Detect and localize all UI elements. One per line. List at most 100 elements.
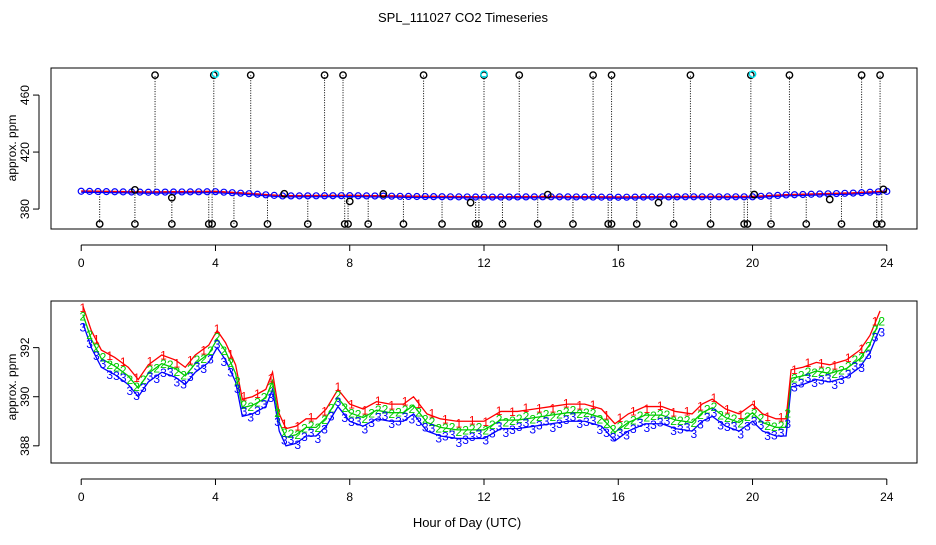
top-data-point xyxy=(555,193,564,201)
bottom-series-3-marker: 3 xyxy=(764,429,771,443)
bottom-series-3-marker: 3 xyxy=(221,355,228,369)
top-spike-point xyxy=(706,220,715,228)
bottom-series-2-marker: 2 xyxy=(147,363,154,377)
bottom-series-2-marker: 2 xyxy=(375,403,382,417)
bottom-series-3-marker: 3 xyxy=(308,426,315,440)
bottom-series-2-marker: 2 xyxy=(496,413,503,427)
bottom-series-2-marker: 2 xyxy=(670,414,677,428)
top-data-point xyxy=(371,192,379,200)
top-data-point xyxy=(320,192,329,200)
bottom-series-3-marker: 3 xyxy=(744,419,751,433)
top-spike-point xyxy=(95,220,104,228)
bottom-series-2-marker: 2 xyxy=(717,408,724,422)
bottom-series-3-marker: 3 xyxy=(872,330,879,344)
bottom-series-2-marker: 2 xyxy=(328,401,335,415)
top-data-point xyxy=(413,192,421,201)
top-data-point xyxy=(799,190,807,199)
bottom-series-2-marker: 2 xyxy=(556,408,563,422)
bottom-series-2-marker: 2 xyxy=(80,310,87,324)
top-spike-point xyxy=(607,71,616,80)
bottom-series-2-marker: 2 xyxy=(462,424,469,438)
bottom-series-1-line xyxy=(82,305,881,430)
bottom-series-3-marker: 3 xyxy=(778,426,785,440)
bottom-series-1-marker: 1 xyxy=(254,387,261,401)
top-data-point xyxy=(648,193,656,201)
top-spike-point xyxy=(204,220,213,228)
chart-title: SPL_111027 CO2 Timeseries xyxy=(378,10,549,25)
bottom-series-3-marker: 3 xyxy=(576,417,583,431)
bottom-series-3-marker: 3 xyxy=(878,325,885,339)
bottom-series-3-marker: 3 xyxy=(825,372,832,386)
bottom-series-2-marker: 2 xyxy=(623,418,630,432)
top-data-point xyxy=(623,193,631,201)
bottom-series-2-marker: 2 xyxy=(590,407,597,421)
bottom-series-3-marker: 3 xyxy=(402,410,409,424)
bottom-series-2-marker: 2 xyxy=(395,406,402,420)
bottom-series-3-marker: 3 xyxy=(328,409,335,423)
bottom-series-2-marker: 2 xyxy=(684,413,691,427)
bottom-series-2-marker: 2 xyxy=(194,353,201,367)
top-data-point xyxy=(673,193,681,201)
bottom-series-2-marker: 2 xyxy=(200,352,207,366)
top-data-point xyxy=(186,188,194,196)
bottom-series-2-marker: 2 xyxy=(153,362,160,376)
top-data-point xyxy=(816,190,824,198)
top-data-point xyxy=(446,193,455,201)
top-data-point xyxy=(463,193,471,201)
top-spike-point xyxy=(872,220,881,228)
top-data-point xyxy=(404,192,413,201)
bottom-series-2-marker: 2 xyxy=(335,389,342,403)
bottom-series-3-marker: 3 xyxy=(449,428,456,442)
top-data-point xyxy=(522,193,530,201)
top-spike-point xyxy=(589,71,597,80)
bottom-series-3-marker: 3 xyxy=(268,391,275,405)
bottom-series-1-marker: 1 xyxy=(617,411,624,425)
top-data-point xyxy=(195,188,203,196)
bottom-series-2-marker: 2 xyxy=(630,413,637,427)
bottom-series-2-marker: 2 xyxy=(449,421,456,435)
bottom-series-2-marker: 2 xyxy=(677,414,684,428)
bottom-series-2-marker: 2 xyxy=(160,357,167,371)
bottom-series-3-marker: 3 xyxy=(596,423,603,437)
bottom-series-3-marker: 3 xyxy=(442,430,449,444)
bottom-series-2-marker: 2 xyxy=(455,425,462,439)
bottom-series-2-marker: 2 xyxy=(429,415,436,429)
top-flag-point xyxy=(211,70,220,79)
bottom-series-2-marker: 2 xyxy=(690,416,697,430)
bottom-series-1-marker: 1 xyxy=(106,349,113,363)
top-data-point xyxy=(430,193,438,201)
top-x-tick-label: 0 xyxy=(78,256,85,270)
bottom-series-3-marker: 3 xyxy=(509,423,516,437)
top-spike-point xyxy=(740,220,749,228)
bottom-series-1-marker: 1 xyxy=(335,380,342,394)
bottom-series-1-marker: 1 xyxy=(670,405,677,419)
bottom-x-tick-label: 4 xyxy=(212,490,219,504)
bottom-series-3-marker: 3 xyxy=(348,415,355,429)
bottom-series-3-marker: 3 xyxy=(147,369,154,383)
bottom-series-1-marker: 1 xyxy=(630,405,637,419)
bottom-series-3-marker: 3 xyxy=(489,427,496,441)
bottom-series-3-marker: 3 xyxy=(865,348,872,362)
bottom-series-2-marker: 2 xyxy=(308,419,315,433)
bottom-series-3-marker: 3 xyxy=(388,417,395,431)
bottom-series-3-marker: 3 xyxy=(207,352,214,366)
bottom-series-1-marker: 1 xyxy=(496,404,503,418)
top-data-point xyxy=(102,188,110,196)
bottom-series-2-marker: 2 xyxy=(382,403,389,417)
bottom-series-2-marker: 2 xyxy=(583,406,590,420)
bottom-series-2-marker: 2 xyxy=(348,406,355,420)
top-spike-point xyxy=(246,71,255,80)
top-data-point xyxy=(86,187,94,195)
bottom-series-3-marker: 3 xyxy=(361,423,368,437)
bottom-series-2-marker: 2 xyxy=(509,414,516,428)
bottom-series-1-marker: 1 xyxy=(160,349,167,363)
top-data-point xyxy=(94,187,102,196)
bottom-series-2-marker: 2 xyxy=(617,419,624,433)
top-data-point xyxy=(597,193,606,201)
top-data-point xyxy=(279,192,287,200)
bottom-series-3-marker: 3 xyxy=(174,376,181,390)
top-data-point xyxy=(77,187,85,195)
top-data-point xyxy=(396,192,404,200)
bottom-series-2-marker: 2 xyxy=(798,368,805,382)
top-data-point xyxy=(178,188,186,196)
